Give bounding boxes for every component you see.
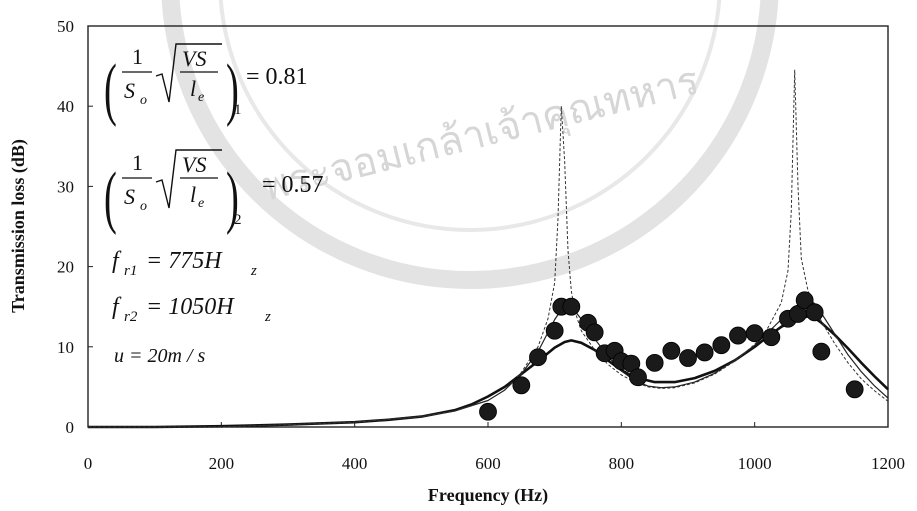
x-tick-label: 800 — [609, 454, 635, 473]
eq2-root-denominator: l — [190, 182, 196, 207]
annotation-block: ( 1 S o VS l e ) 1 = 0.81 ( 1 S o VS l e — [104, 43, 324, 367]
marker-layer — [479, 291, 864, 421]
measured-point — [812, 342, 831, 361]
eq1-root-denominator-sub: e — [198, 90, 204, 105]
eq2-frac-numerator: 1 — [132, 150, 143, 175]
fr1-symbol: f — [112, 248, 122, 274]
measured-point — [645, 353, 664, 372]
eq1-frac-denominator: S — [124, 78, 135, 103]
watermark-seal: พระจอมเกล้าเจ้าคุณทหาร — [161, 0, 779, 289]
eq1-root-denominator: l — [190, 76, 196, 101]
x-tick-label: 200 — [209, 454, 235, 473]
svg-text:(: ( — [104, 159, 117, 236]
measured-point — [545, 321, 564, 340]
measured-point — [805, 303, 824, 322]
svg-text:(: ( — [104, 51, 117, 128]
svg-text:): ) — [226, 159, 239, 236]
x-tick-label: 600 — [475, 454, 501, 473]
eq1-subscript: 1 — [234, 102, 242, 118]
eq1-result: = 0.81 — [246, 64, 308, 90]
measured-point — [629, 368, 647, 387]
fr2-value: = 1050H — [146, 294, 235, 320]
x-tick-label: 0 — [84, 454, 93, 473]
fr2-annotation: f r2 = 1050H z — [112, 294, 271, 325]
fr2-subscript: r2 — [124, 309, 138, 325]
plot-frame — [87, 25, 889, 428]
fr2-symbol: f — [112, 294, 122, 320]
eq2-frac-denominator-sub: o — [140, 199, 147, 214]
measured-point — [695, 343, 714, 362]
measured-point — [729, 326, 747, 345]
y-axis-title: Transmission loss (dB) — [8, 139, 29, 313]
equation-2: ( 1 S o VS l e ) 2 = 0.57 — [104, 149, 324, 236]
x-tick-label: 1000 — [738, 454, 772, 473]
velocity-annotation: u = 20m / s — [114, 345, 205, 367]
y-tick-label: 50 — [57, 17, 74, 36]
eq1-root-numerator: VS — [182, 46, 206, 71]
measured-point — [712, 336, 731, 355]
y-tick-label: 40 — [57, 97, 74, 116]
measured-point — [679, 349, 697, 367]
y-tick-label: 0 — [66, 418, 75, 437]
fr1-value: = 775H — [146, 248, 223, 274]
measured-point — [662, 341, 681, 360]
y-tick-label: 30 — [57, 177, 74, 196]
fr2-unit-subscript: z — [264, 309, 271, 325]
svg-text:): ) — [226, 51, 239, 128]
measured-point — [512, 376, 531, 395]
eq2-result: = 0.57 — [262, 172, 324, 198]
measured-point — [562, 297, 581, 316]
measured-point — [845, 380, 864, 399]
eq2-frac-denominator: S — [124, 184, 135, 209]
watermark-text: พระจอมเกล้าเจ้าคุณทหาร — [258, 57, 704, 211]
x-axis-title: Frequency (Hz) — [428, 485, 548, 506]
y-tick-label: 10 — [57, 338, 74, 357]
measured-point — [479, 402, 497, 421]
measured-point — [762, 328, 781, 347]
x-tick-label: 400 — [342, 454, 368, 473]
axis-ticks: 0 200 400 600 800 1000 1200 0 10 20 30 40 50 — [57, 17, 905, 473]
fr1-annotation: f r1 = 775H z — [112, 248, 257, 279]
x-tick-label: 1200 — [871, 454, 905, 473]
measured-point — [529, 348, 547, 367]
eq2-subscript: 2 — [234, 212, 242, 228]
eq1-frac-numerator: 1 — [132, 44, 143, 69]
eq1-frac-denominator-sub: o — [140, 93, 147, 108]
eq2-root-numerator: VS — [182, 152, 206, 177]
fr1-subscript: r1 — [124, 263, 137, 279]
measured-point — [795, 291, 814, 310]
series-line-dotted — [88, 69, 889, 428]
eq2-root-denominator-sub: e — [198, 196, 204, 211]
measured-point — [745, 324, 764, 343]
fr1-unit-subscript: z — [250, 263, 257, 279]
y-tick-label: 20 — [57, 258, 74, 277]
equation-1: ( 1 S o VS l e ) 1 = 0.81 — [104, 43, 308, 128]
measured-point — [585, 323, 604, 342]
